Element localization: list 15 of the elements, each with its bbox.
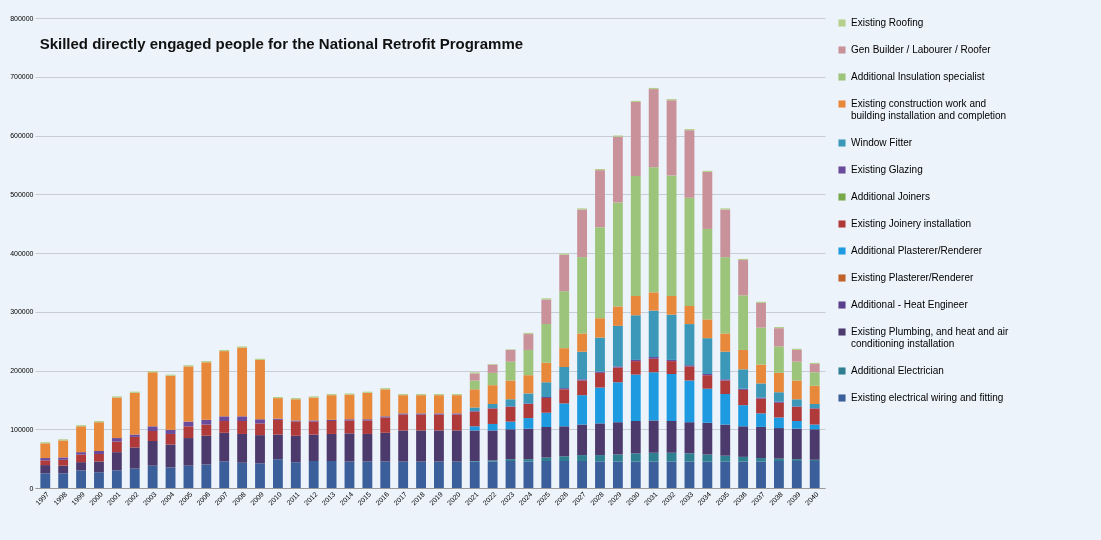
legend-label: Existing Plasterer/Renderer — [851, 272, 974, 283]
legend-label: Existing electrical wiring and fitting — [851, 392, 1004, 403]
legend-label: Additional Joiners — [851, 191, 930, 202]
legend-label: Gen Builder / Labourer / Roofer — [851, 44, 992, 55]
legend-label: Additional - Heat Engineer — [851, 299, 969, 310]
legend-label: Additional Electrician — [851, 365, 944, 376]
legend-label: Existing Glazing — [851, 164, 923, 175]
legend-label: Existing Roofing — [851, 17, 924, 28]
legend-label: Existing Plumbing, and heat and air conditioning installation — [851, 326, 1009, 349]
legend-label: Existing Joinery installation — [851, 218, 972, 229]
legend-label: Window Fitter — [851, 137, 913, 148]
legend-label: Existing construction work and building installation and completion — [851, 98, 1007, 121]
text: Skilled directly engaged people for the National Retrofit Programme — [39, 35, 524, 52]
legend-label: Additional Plasterer/Renderer — [851, 245, 983, 256]
legend-label: Additional Insulation specialist — [851, 71, 985, 82]
